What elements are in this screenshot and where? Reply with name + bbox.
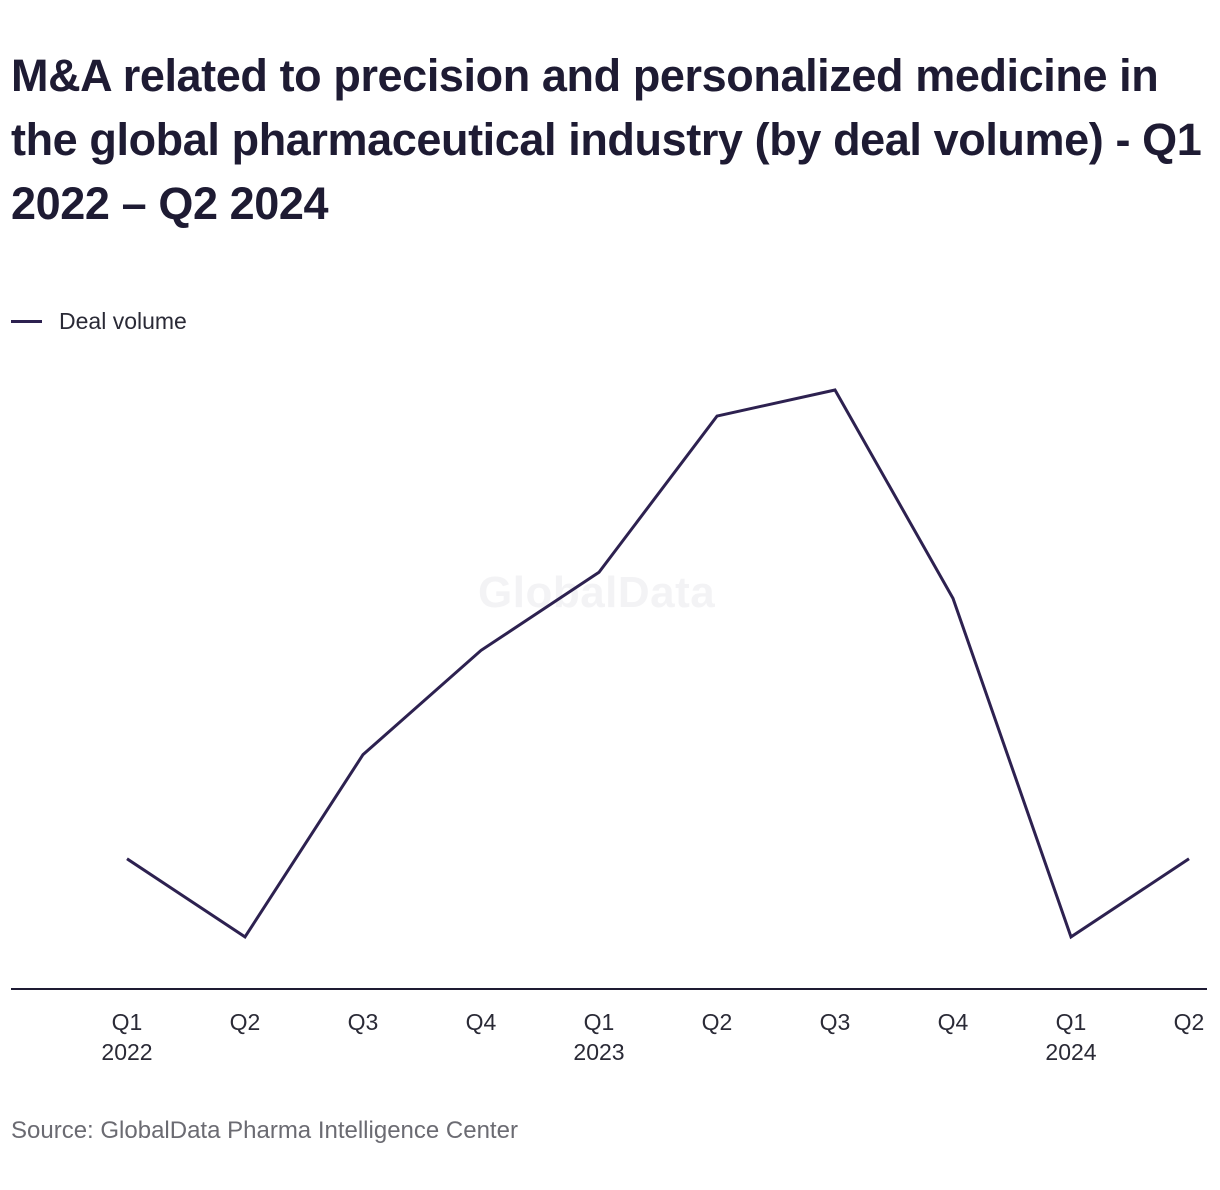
watermark: GlobalData xyxy=(478,568,716,617)
source-note: Source: GlobalData Pharma Intelligence C… xyxy=(11,1117,518,1144)
x-tick-label: Q2 xyxy=(230,1009,261,1035)
x-tick-year-label: 2023 xyxy=(573,1039,624,1065)
chart-title: M&A related to precision and personalize… xyxy=(11,50,1202,229)
x-tick-label: Q2 xyxy=(1174,1009,1205,1035)
x-tick-labels: Q1 2022 Q2 Q3 Q4 Q1 2023 Q2 Q3 Q4 Q1 2024 Q2 xyxy=(101,1009,1204,1065)
x-tick-year-label: 2024 xyxy=(1045,1039,1096,1065)
legend: Deal volume xyxy=(11,306,187,336)
legend-label: Deal volume xyxy=(59,307,187,334)
series-line-deal-volume xyxy=(126,388,1190,940)
x-tick-label: Q2 xyxy=(702,1009,733,1035)
x-tick-label: Q1 xyxy=(584,1009,615,1035)
legend-swatch xyxy=(11,319,42,323)
x-tick-label: Q3 xyxy=(820,1009,851,1035)
x-tick-label: Q1 xyxy=(112,1009,143,1035)
x-tick-year-label: 2022 xyxy=(101,1039,152,1065)
x-tick-label: Q3 xyxy=(348,1009,379,1035)
x-tick-label: Q1 xyxy=(1056,1009,1087,1035)
x-tick-label: Q4 xyxy=(938,1009,969,1035)
x-tick-label: Q4 xyxy=(466,1009,497,1035)
